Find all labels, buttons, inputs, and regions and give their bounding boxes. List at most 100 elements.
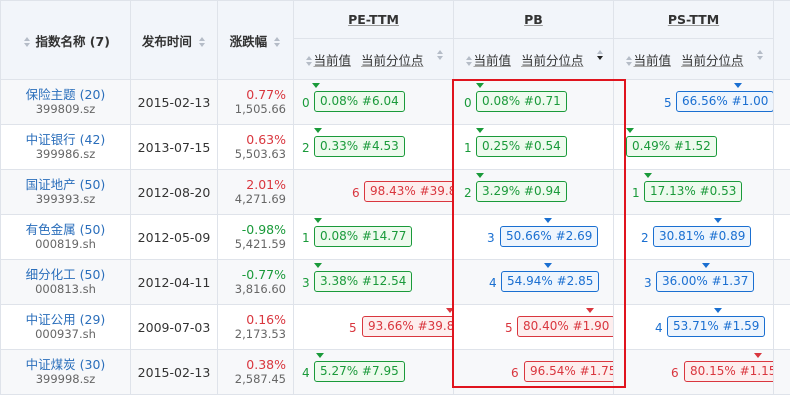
pe-value-badge[interactable]: 3.38% #12.54 <box>314 271 413 292</box>
column-header-date-label: 发布时间 <box>141 33 192 49</box>
index-name-link[interactable]: 有色金属 (50) <box>25 222 106 237</box>
column-header-name[interactable]: 指数名称 (7) <box>0 0 131 80</box>
ps-percentile-sort[interactable]: 当前分位点 <box>681 52 744 68</box>
pe-value-badge[interactable]: 0.08% #14.77 <box>314 226 413 247</box>
pb-value-badge[interactable]: 0.08% #0.71 <box>476 91 567 112</box>
publish-date: 2012-04-11 <box>130 259 218 305</box>
pe-metric-cell: 0 0.08% #6.04 <box>293 79 454 125</box>
pb-rank: 1 <box>464 141 472 155</box>
pe-rank: 0 <box>302 96 310 110</box>
pb-value-badge[interactable]: 80.40% #1.90 <box>517 316 613 337</box>
index-name-link[interactable]: 保险主题 (20) <box>25 87 106 102</box>
index-name-link[interactable]: 国证地产 (50) <box>25 177 106 192</box>
pb-metric-cell: 0 0.08% #0.71 <box>453 79 614 125</box>
pe-metric-cell: 3 3.38% #12.54 <box>293 259 454 305</box>
change-percent: 2.01% <box>246 177 286 192</box>
sort-icon <box>466 56 473 66</box>
pe-value-badge[interactable]: 93.66% #39.88 <box>362 316 453 337</box>
ps-current-sort[interactable]: 当前值 <box>623 50 671 69</box>
ps-rank: 5 <box>664 96 672 110</box>
index-name-link[interactable]: 细分化工 (50) <box>25 267 106 282</box>
group-title: PE-TTM <box>348 12 399 27</box>
publish-date: 2015-02-13 <box>130 79 218 125</box>
pb-rank: 2 <box>464 186 472 200</box>
ps-rank: 3 <box>644 276 652 290</box>
pb-rank: 4 <box>489 276 497 290</box>
ps-value-badge[interactable]: 66.56% #1.00 <box>676 91 773 112</box>
pb-metric-cell: 3 50.66% #2.69 <box>453 214 614 260</box>
trend-marker-icon <box>714 218 722 223</box>
pe-rank: 2 <box>302 141 310 155</box>
pe-value-badge[interactable]: 5.27% #7.95 <box>314 361 405 382</box>
index-name-link[interactable]: 中证煤炭 (30) <box>25 357 106 372</box>
pe-current-sort[interactable]: 当前值 <box>303 50 351 69</box>
trend-marker-icon <box>314 128 322 133</box>
sort-icon <box>274 37 281 47</box>
pe-value-badge[interactable]: 98.43% #39.83 <box>364 181 453 202</box>
index-name-cell: 中证银行 (42) 399986.sz <box>0 124 131 170</box>
table-row: 中证煤炭 (30) 399998.sz 2015-02-13 0.38% 2,5… <box>0 349 790 395</box>
ps-value-badge[interactable]: 36.00% #1.37 <box>656 271 755 292</box>
ps-value-badge[interactable]: 30.81% #0.89 <box>653 226 752 247</box>
sort-icon <box>199 37 206 47</box>
index-code: 399998.sz <box>35 372 96 386</box>
ps-value-badge[interactable]: 80.15% #1.15 <box>684 361 773 382</box>
sort-icon <box>626 56 633 66</box>
pe-value-badge[interactable]: 0.33% #4.53 <box>314 136 405 157</box>
scroll-gutter <box>773 124 790 170</box>
change-cell: 2.01% 4,271.69 <box>217 169 294 215</box>
pb-percentile-sort[interactable]: 当前分位点 <box>521 52 584 68</box>
index-code: 000813.sh <box>35 282 96 296</box>
pe-metric-cell: 6 98.43% #39.83 <box>293 169 454 215</box>
ps-metric-cell: 3 36.00% #1.37 <box>613 259 774 305</box>
change-cell: 0.16% 2,173.53 <box>217 304 294 350</box>
ps-metric-cell: 4 53.71% #1.59 <box>613 304 774 350</box>
index-points: 3,816.60 <box>234 282 286 296</box>
pb-value-badge[interactable]: 54.94% #2.85 <box>501 271 600 292</box>
table-row: 中证银行 (42) 399986.sz 2013-07-15 0.63% 5,5… <box>0 124 790 170</box>
pb-rank: 3 <box>487 231 495 245</box>
ps-value-badge[interactable]: 17.13% #0.53 <box>644 181 743 202</box>
sort-desc-icon <box>596 49 604 60</box>
index-name-link[interactable]: 中证公用 (29) <box>25 312 106 327</box>
publish-date: 2013-07-15 <box>130 124 218 170</box>
index-code: 399986.sz <box>35 147 96 161</box>
pb-current-sort[interactable]: 当前值 <box>463 50 511 69</box>
ps-value-badge[interactable]: 53.71% #1.59 <box>667 316 766 337</box>
pb-metric-cell: 6 96.54% #1.75 <box>453 349 614 395</box>
index-name-link[interactable]: 中证银行 (42) <box>25 132 106 147</box>
table-row: 有色金属 (50) 000819.sh 2012-05-09 -0.98% 5,… <box>0 214 790 260</box>
pb-rank: 6 <box>511 366 519 380</box>
pe-metric-cell: 5 93.66% #39.88 <box>293 304 454 350</box>
ps-value-badge[interactable]: 0.49% #1.52 <box>626 136 717 157</box>
column-header-date[interactable]: 发布时间 <box>130 0 218 80</box>
table-row: 保险主题 (20) 399809.sz 2015-02-13 0.77% 1,5… <box>0 79 790 125</box>
pe-percentile-sort[interactable]: 当前分位点 <box>361 52 424 68</box>
index-name-cell: 有色金属 (50) 000819.sh <box>0 214 131 260</box>
index-points: 5,503.63 <box>234 147 286 161</box>
index-code: 399393.sz <box>35 192 96 206</box>
index-name-cell: 国证地产 (50) 399393.sz <box>0 169 131 215</box>
ps-metric-cell: 5 66.56% #1.00 <box>613 79 774 125</box>
column-header-change[interactable]: 涨跌幅 <box>217 0 294 80</box>
index-name-cell: 保险主题 (20) 399809.sz <box>0 79 131 125</box>
group-header-pe-ttm: PE-TTM <box>293 0 454 39</box>
trend-marker-icon <box>714 308 722 313</box>
scroll-gutter <box>773 214 790 260</box>
pe-value-badge[interactable]: 0.08% #6.04 <box>314 91 405 112</box>
publish-date: 2012-08-20 <box>130 169 218 215</box>
trend-marker-icon <box>476 83 484 88</box>
pb-value-badge[interactable]: 96.54% #1.75 <box>524 361 613 382</box>
index-code: 000937.sh <box>35 327 96 341</box>
change-percent: -0.77% <box>241 267 286 282</box>
change-cell: -0.98% 5,421.59 <box>217 214 294 260</box>
scroll-gutter <box>773 259 790 305</box>
trend-marker-icon <box>544 263 552 268</box>
ps-rank: 2 <box>641 231 649 245</box>
pb-value-badge[interactable]: 0.25% #0.54 <box>476 136 567 157</box>
pb-value-badge[interactable]: 50.66% #2.69 <box>500 226 599 247</box>
group-title: PS-TTM <box>667 12 720 27</box>
index-name-cell: 中证公用 (29) 000937.sh <box>0 304 131 350</box>
pb-value-badge[interactable]: 3.29% #0.94 <box>476 181 567 202</box>
pe-rank: 5 <box>349 321 357 335</box>
